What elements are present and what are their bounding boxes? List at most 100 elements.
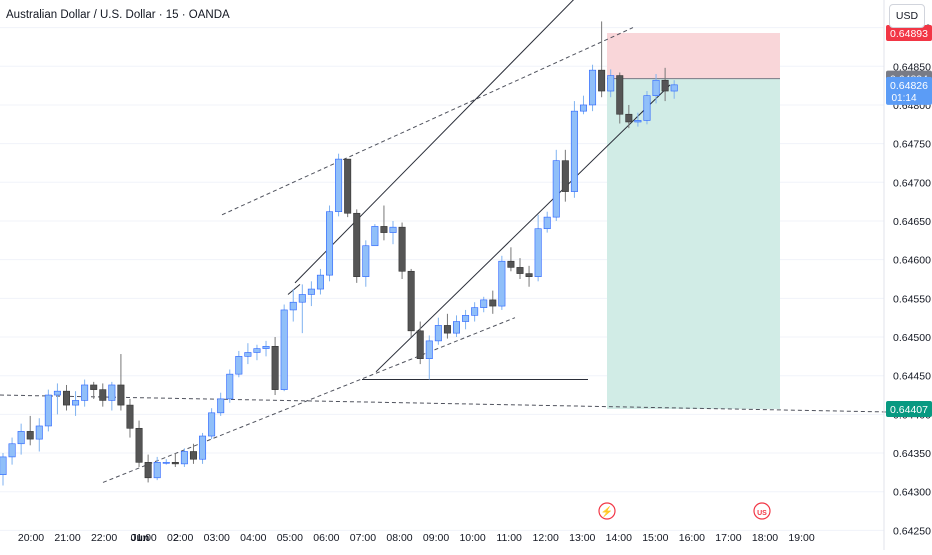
lower-channel-dashed-line[interactable]: [102, 317, 516, 483]
candle-body[interactable]: [471, 307, 479, 316]
candle-body[interactable]: [543, 216, 551, 230]
candle-body[interactable]: [144, 462, 152, 479]
candle-body[interactable]: [99, 389, 107, 401]
candle-body[interactable]: [17, 431, 25, 445]
stop-loss-zone[interactable]: [607, 33, 780, 79]
candle-body[interactable]: [35, 425, 43, 440]
candle-body[interactable]: [217, 398, 225, 414]
candle-body[interactable]: [180, 451, 188, 465]
candle-body[interactable]: [298, 294, 306, 303]
candle-body[interactable]: [108, 384, 116, 401]
candle-body[interactable]: [81, 384, 89, 401]
candle-body[interactable]: [634, 120, 642, 123]
candle-body[interactable]: [616, 75, 624, 115]
lightning-event-icon-glyph: ⚡: [601, 505, 613, 518]
candle-body[interactable]: [289, 301, 297, 311]
candle-body[interactable]: [353, 212, 361, 277]
candle-body[interactable]: [362, 245, 370, 277]
ascending-channel-lower-line[interactable]: [375, 84, 671, 373]
candle-body[interactable]: [316, 274, 324, 290]
candle-body[interactable]: [462, 315, 470, 322]
upper-channel-dashed-line[interactable]: [221, 27, 634, 216]
price-tick-label: 0.64500: [893, 332, 931, 344]
time-tick-label: 2: [173, 532, 179, 544]
time-tick-label: 21:00: [54, 532, 80, 544]
candle-body[interactable]: [507, 260, 515, 268]
candle-body[interactable]: [425, 340, 433, 359]
ascending-channel-upper-line[interactable]: [294, 0, 588, 284]
candle-body[interactable]: [516, 267, 524, 274]
candle-body[interactable]: [126, 404, 134, 429]
candle-body[interactable]: [253, 348, 261, 353]
candle-body[interactable]: [0, 456, 7, 476]
candle-body[interactable]: [389, 226, 397, 233]
candle-body[interactable]: [398, 226, 406, 272]
candle-body[interactable]: [199, 435, 207, 460]
candle-body[interactable]: [189, 451, 197, 460]
currency-button[interactable]: USD: [889, 4, 925, 28]
candle-body[interactable]: [407, 270, 415, 332]
candle-body[interactable]: [117, 384, 125, 406]
candle-body[interactable]: [670, 84, 678, 92]
candle-body[interactable]: [589, 69, 597, 106]
candle-body[interactable]: [380, 226, 388, 233]
candle-body[interactable]: [498, 260, 506, 307]
us-flag-event-icon[interactable]: [753, 502, 771, 520]
candle-body[interactable]: [53, 390, 61, 396]
candle-body[interactable]: [452, 321, 460, 334]
candle-body[interactable]: [307, 288, 315, 295]
candle-body[interactable]: [62, 390, 70, 406]
candle-body[interactable]: [262, 345, 270, 349]
candle-body[interactable]: [416, 330, 424, 359]
stop-loss-price-label: 0.64893: [890, 28, 928, 40]
candle-body[interactable]: [570, 110, 578, 192]
candle-body[interactable]: [226, 373, 234, 400]
candle-body[interactable]: [607, 75, 615, 92]
candle-body[interactable]: [534, 228, 542, 277]
candle-body[interactable]: [90, 384, 98, 390]
candle-body[interactable]: [434, 325, 442, 342]
time-tick-label: 22:00: [91, 532, 117, 544]
time-tick-label: 05:00: [277, 532, 303, 544]
candle-body[interactable]: [598, 69, 606, 92]
candle-body[interactable]: [271, 345, 279, 390]
time-tick-label: 15:00: [642, 532, 668, 544]
candle-body[interactable]: [480, 299, 488, 308]
candle-body[interactable]: [335, 158, 343, 213]
candle-body[interactable]: [579, 104, 587, 112]
candle-body[interactable]: [344, 158, 352, 214]
candle-body[interactable]: [153, 462, 161, 479]
candle-body[interactable]: [171, 462, 179, 465]
candle-body[interactable]: [652, 79, 660, 96]
candle-body[interactable]: [625, 113, 633, 123]
candle-body[interactable]: [443, 325, 451, 334]
candle-body[interactable]: [44, 394, 52, 427]
candle-body[interactable]: [326, 211, 334, 276]
candle-body[interactable]: [208, 412, 216, 437]
candle-body[interactable]: [643, 95, 651, 121]
candle-body[interactable]: [552, 160, 560, 218]
candles: [0, 21, 678, 486]
candle-body[interactable]: [561, 160, 569, 192]
candle-body[interactable]: [661, 79, 669, 92]
candle-body[interactable]: [235, 356, 243, 375]
candle-body[interactable]: [489, 299, 497, 307]
time-tick-label: 18:00: [752, 532, 778, 544]
price-tick-label: 0.64850: [893, 61, 931, 73]
candle-body[interactable]: [525, 273, 533, 277]
candle-body[interactable]: [72, 400, 80, 406]
candle-body[interactable]: [371, 226, 379, 247]
horizontal-dashed-line[interactable]: [0, 394, 932, 414]
candle-body[interactable]: [26, 431, 34, 440]
candle-body[interactable]: [8, 443, 16, 458]
candle-body[interactable]: [162, 462, 170, 464]
candle-body[interactable]: [280, 309, 288, 390]
lightning-event-icon[interactable]: [598, 502, 616, 520]
candle-body[interactable]: [135, 427, 143, 463]
symbol-title[interactable]: Australian Dollar / U.S. Dollar · 15 · O…: [6, 9, 230, 21]
channel-line-start[interactable]: [287, 284, 301, 295]
take-profit-zone[interactable]: [607, 78, 780, 409]
candle-body[interactable]: [244, 352, 252, 357]
